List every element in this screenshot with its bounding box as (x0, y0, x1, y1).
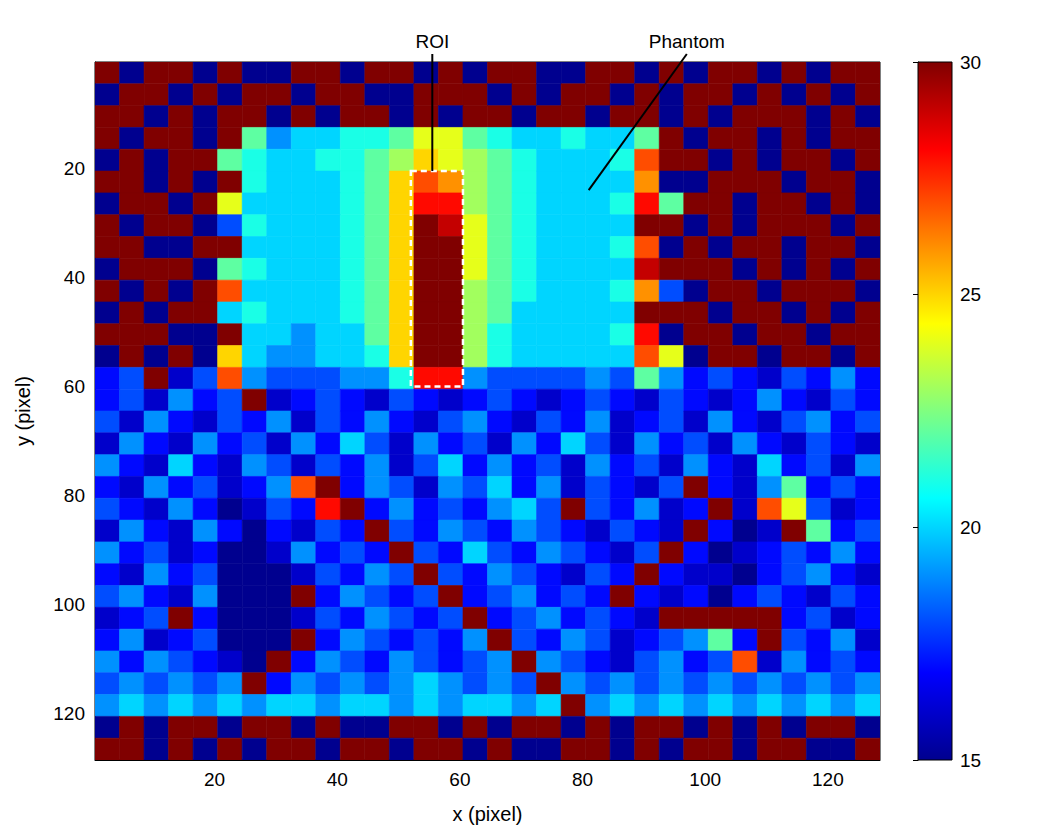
svg-text:y (pixel): y (pixel) (12, 376, 34, 446)
svg-text:60: 60 (64, 376, 85, 397)
svg-text:20: 20 (960, 517, 981, 538)
svg-text:80: 80 (572, 769, 593, 790)
svg-text:Phantom: Phantom (649, 31, 725, 52)
svg-text:x (pixel): x (pixel) (452, 803, 522, 825)
svg-text:ROI: ROI (415, 31, 449, 52)
svg-text:120: 120 (812, 769, 844, 790)
svg-text:80: 80 (64, 485, 85, 506)
svg-text:25: 25 (960, 284, 981, 305)
svg-text:20: 20 (64, 158, 85, 179)
svg-text:15: 15 (960, 750, 981, 771)
svg-text:60: 60 (449, 769, 470, 790)
svg-text:40: 40 (327, 769, 348, 790)
svg-text:100: 100 (689, 769, 721, 790)
svg-text:20: 20 (204, 769, 225, 790)
svg-text:120: 120 (53, 703, 85, 724)
svg-text:40: 40 (64, 267, 85, 288)
svg-text:100: 100 (53, 594, 85, 615)
svg-text:30: 30 (960, 52, 981, 73)
